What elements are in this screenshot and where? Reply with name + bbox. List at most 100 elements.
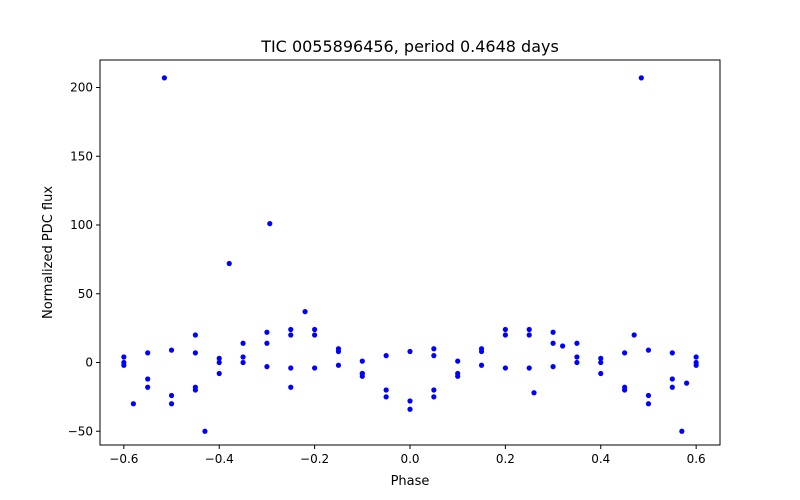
data-point [502, 332, 508, 338]
data-point [526, 332, 532, 338]
data-point [240, 359, 246, 366]
data-point [168, 347, 175, 353]
data-point [121, 354, 127, 360]
data-point [407, 398, 413, 404]
data-point [550, 364, 556, 370]
y-tick-label: 100 [70, 218, 93, 232]
data-point [335, 362, 342, 368]
data-point [502, 365, 508, 371]
data-point [264, 364, 270, 370]
data-point [264, 340, 270, 346]
data-point [288, 365, 294, 371]
data-point [216, 370, 222, 377]
data-point [574, 354, 580, 360]
data-point [267, 221, 273, 227]
data-point [121, 362, 127, 368]
data-point [312, 365, 318, 371]
data-point [669, 376, 675, 382]
data-point [431, 353, 437, 359]
data-point [312, 332, 318, 338]
data-point [560, 343, 566, 349]
data-point [168, 401, 175, 407]
data-point [383, 387, 389, 393]
data-point [574, 359, 580, 366]
data-point [455, 358, 461, 364]
data-point [359, 358, 365, 364]
data-point [145, 384, 151, 390]
data-point [645, 347, 652, 353]
data-point [192, 384, 198, 390]
data-point [502, 326, 508, 333]
data-point [383, 353, 389, 359]
data-point [383, 394, 389, 400]
data-point [478, 346, 485, 352]
data-point [455, 370, 461, 377]
data-point [693, 354, 699, 360]
data-point [288, 332, 294, 338]
data-point [202, 428, 208, 434]
data-point [622, 384, 628, 390]
x-tick-label: 0.6 [687, 452, 706, 466]
data-point [669, 350, 675, 356]
data-point [216, 359, 222, 366]
x-tick-label: −0.4 [205, 452, 234, 466]
x-tick-label: −0.6 [109, 452, 138, 466]
y-tick-label: 50 [78, 287, 93, 301]
data-point [645, 401, 652, 407]
chart-title: TIC 0055896456, period 0.4648 days [260, 37, 559, 56]
data-point [598, 355, 604, 361]
x-tick-label: 0.2 [496, 452, 515, 466]
data-point [645, 392, 652, 399]
data-point [598, 359, 604, 366]
data-point [161, 75, 167, 81]
data-point [431, 387, 437, 393]
data-point [526, 326, 532, 333]
data-point [312, 326, 318, 333]
x-tick-label: −0.2 [300, 452, 329, 466]
data-point [130, 401, 136, 407]
data-point [431, 346, 437, 352]
data-point [240, 354, 246, 360]
data-points [121, 75, 699, 434]
data-point [407, 406, 413, 412]
y-tick-label: 200 [70, 81, 93, 95]
data-point [431, 394, 437, 400]
data-point [192, 350, 198, 356]
x-tick-label: 0.0 [400, 452, 419, 466]
data-point [145, 350, 151, 356]
data-point [226, 260, 232, 267]
data-point [631, 332, 637, 338]
data-point [531, 390, 537, 396]
data-point [526, 365, 532, 371]
y-axis-ticks: −50 0 50 100 150 200 [68, 81, 100, 438]
data-point [574, 340, 580, 346]
data-point [622, 350, 628, 356]
data-point [335, 346, 342, 352]
data-point [679, 428, 685, 434]
data-point [684, 380, 690, 386]
data-point [598, 370, 604, 377]
data-point [550, 340, 556, 346]
data-point [638, 75, 644, 81]
data-point [407, 348, 413, 355]
y-tick-label: 0 [85, 356, 93, 370]
y-axis-label: Normalized PDC flux [41, 186, 56, 319]
data-point [192, 332, 198, 338]
x-axis-ticks: −0.6 −0.4 −0.2 0.0 0.2 0.4 0.6 [109, 445, 706, 466]
data-point [288, 326, 294, 333]
data-point [168, 392, 175, 399]
data-point [302, 309, 308, 315]
x-tick-label: 0.4 [591, 452, 610, 466]
data-point [145, 376, 151, 382]
data-point [693, 362, 699, 368]
data-point [288, 384, 294, 390]
data-point [240, 340, 246, 346]
data-point [359, 370, 365, 377]
x-axis-label: Phase [391, 474, 430, 489]
y-tick-label: −50 [68, 424, 93, 438]
y-tick-label: 150 [70, 149, 93, 163]
data-point [669, 384, 675, 390]
data-point [550, 329, 556, 335]
data-point [478, 362, 485, 368]
